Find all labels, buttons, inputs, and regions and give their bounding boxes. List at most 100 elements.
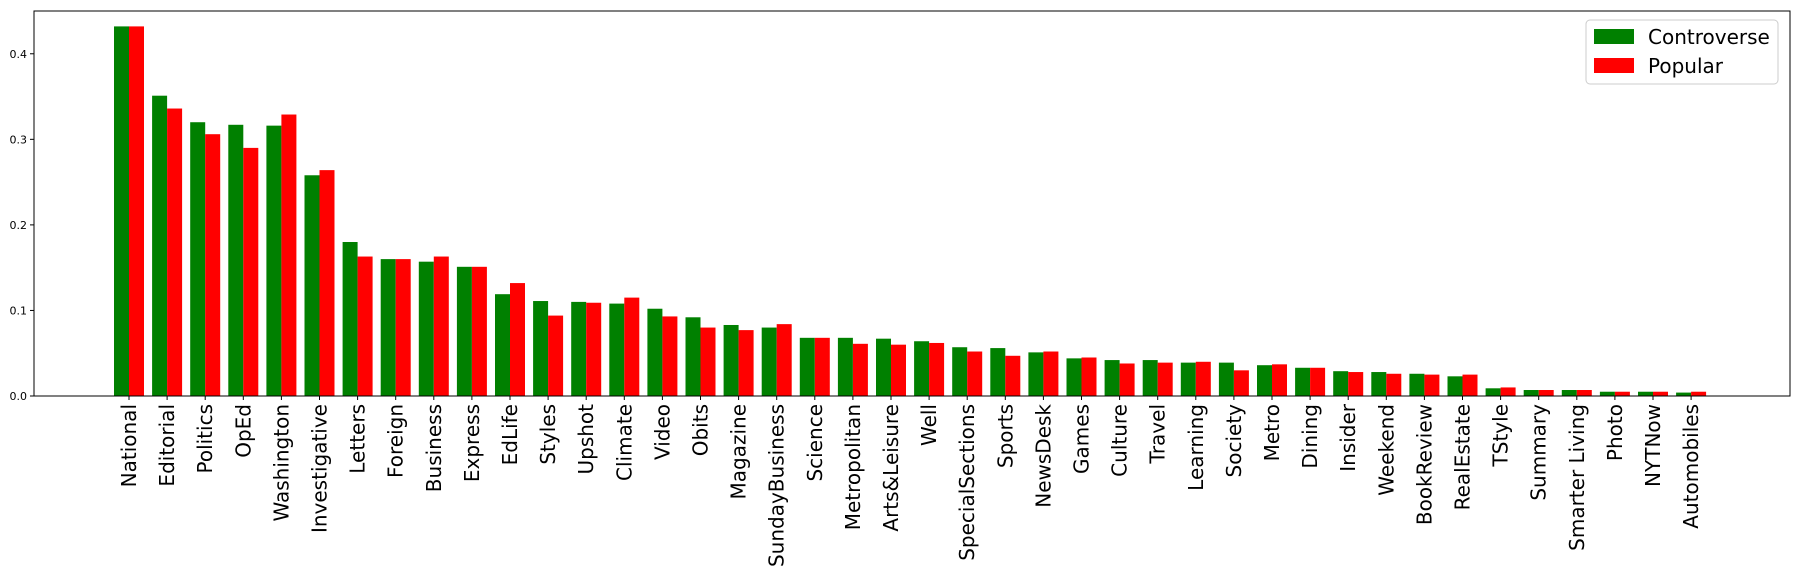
x-tick-label-national: National: [117, 404, 141, 487]
x-tick-label-specialsections: SpecialSections: [955, 404, 979, 561]
bar-popular-foreign: [395, 259, 411, 396]
x-axis: National Editorial Politics OpEd Washington I…: [117, 396, 1703, 567]
bar-controverse-climate: [609, 303, 625, 396]
bar-controverse-oped: [228, 124, 244, 396]
bar-popular-video: [662, 316, 678, 396]
bar-popular-climate: [624, 297, 640, 396]
bar-controverse-styles: [533, 301, 549, 396]
bar-popular-business: [433, 256, 449, 396]
bar-controverse-games: [1066, 358, 1082, 396]
bar-popular-sundaybusiness: [776, 324, 792, 396]
bar-controverse-investigative: [304, 175, 320, 396]
bar-controverse-national: [114, 26, 129, 397]
bar-popular-nytnow: [1653, 391, 1668, 396]
bar-controverse-summary: [1523, 390, 1539, 396]
x-tick-label-video: Video: [650, 404, 674, 460]
bar-popular-metro: [1272, 364, 1287, 396]
bar-controverse-nytnow: [1638, 391, 1653, 396]
x-tick-label-tstyle: TStyle: [1489, 404, 1513, 467]
x-tick-label-photo: Photo: [1603, 404, 1627, 461]
bar-popular-upshot: [586, 302, 602, 396]
bar-popular-summary: [1538, 390, 1554, 396]
bar-controverse-photo: [1599, 391, 1615, 396]
x-tick-label-express: Express: [460, 404, 484, 482]
x-tick-label-sports: Sports: [993, 404, 1017, 468]
bar-controverse-express: [456, 266, 472, 396]
bar-popular-specialsections: [967, 351, 983, 396]
y-tick-label: 0.1: [10, 304, 28, 317]
bar-controverse-learning: [1180, 362, 1196, 396]
x-tick-label-letters: Letters: [346, 404, 370, 474]
bar-controverse-bookreview: [1409, 373, 1425, 396]
bar-popular-games: [1081, 357, 1097, 396]
x-tick-label-insider: Insider: [1336, 403, 1360, 472]
x-tick-label-edlife: EdLife: [498, 404, 522, 465]
bar-controverse-well: [914, 341, 930, 396]
x-tick-label-editorial: Editorial: [155, 404, 179, 487]
bar-controverse-automobiles: [1676, 392, 1692, 396]
bar-popular-bookreview: [1424, 374, 1440, 396]
x-tick-label-sundaybusiness: SundayBusiness: [765, 404, 789, 567]
bar-controverse-foreign: [380, 259, 396, 396]
bar-popular-letters: [357, 256, 373, 396]
bar-controverse-dining: [1295, 367, 1311, 396]
bar-controverse-metropolitan: [837, 337, 853, 396]
x-tick-label-investigative: Investigative: [308, 404, 332, 533]
bar-popular-travel: [1157, 362, 1173, 396]
bar-popular-well: [929, 342, 945, 396]
x-tick-label-upshot: Upshot: [574, 404, 598, 475]
x-tick-label-well: Well: [917, 404, 941, 446]
x-tick-label-metropolitan: Metropolitan: [841, 404, 865, 530]
x-tick-label-learning: Learning: [1184, 404, 1208, 491]
bar-popular-arts-leisure: [891, 344, 906, 396]
x-tick-label-washington: Washington: [269, 404, 293, 522]
bar-controverse-realestate: [1447, 376, 1463, 396]
x-tick-label-culture: Culture: [1108, 404, 1132, 477]
bar-controverse-tstyle: [1485, 388, 1501, 396]
bar-popular-tstyle: [1500, 387, 1516, 396]
bar-controverse-sports: [990, 348, 1006, 396]
y-tick-label: 0.0: [10, 390, 28, 403]
x-tick-label-arts-leisure: Arts&Leisure: [879, 404, 903, 532]
legend-swatch-controverse: [1594, 29, 1634, 44]
bar-controverse-editorial: [152, 95, 168, 396]
x-tick-label-society: Society: [1222, 404, 1246, 478]
bar-controverse-insider: [1333, 371, 1349, 396]
x-tick-label-magazine: Magazine: [727, 404, 751, 500]
legend: Controverse Popular: [1585, 19, 1779, 85]
x-tick-label-games: Games: [1070, 404, 1094, 474]
x-tick-label-styles: Styles: [536, 404, 560, 465]
bar-controverse-culture: [1104, 360, 1120, 396]
bar-popular-culture: [1119, 363, 1135, 396]
x-tick-label-bookreview: BookReview: [1412, 404, 1436, 525]
x-tick-label-science: Science: [803, 404, 827, 482]
x-tick-label-metro: Metro: [1260, 404, 1284, 461]
x-tick-label-automobiles: Automobiles: [1679, 404, 1703, 529]
bar-controverse-edlife: [495, 294, 510, 396]
legend-label-controverse: Controverse: [1648, 25, 1770, 49]
x-tick-label-foreign: Foreign: [384, 404, 408, 478]
bar-controverse-obits: [685, 317, 701, 396]
x-tick-label-oped: OpEd: [231, 404, 255, 458]
bar-controverse-weekend: [1371, 372, 1387, 396]
bar-controverse-upshot: [571, 301, 587, 396]
bar-popular-express: [471, 266, 487, 396]
bar-controverse-business: [418, 261, 434, 396]
bar-controverse-travel: [1142, 360, 1158, 396]
bar-popular-investigative: [319, 170, 335, 396]
x-tick-label-realestate: RealEstate: [1451, 404, 1475, 510]
x-tick-label-nytnow: NYTNow: [1641, 404, 1665, 487]
bar-controverse-letters: [342, 242, 358, 396]
bar-controverse-metro: [1257, 365, 1272, 396]
bar-controverse-washington: [266, 125, 282, 396]
bars-layer: [114, 26, 1707, 397]
bar-popular-automobiles: [1691, 391, 1707, 396]
bar-popular-photo: [1614, 391, 1630, 396]
bar-controverse-sundaybusiness: [761, 327, 777, 396]
bar-popular-oped: [243, 147, 259, 396]
bar-popular-styles: [548, 315, 564, 396]
x-tick-label-politics: Politics: [193, 404, 217, 474]
legend-swatch-popular: [1594, 58, 1634, 73]
bar-popular-magazine: [738, 330, 754, 396]
